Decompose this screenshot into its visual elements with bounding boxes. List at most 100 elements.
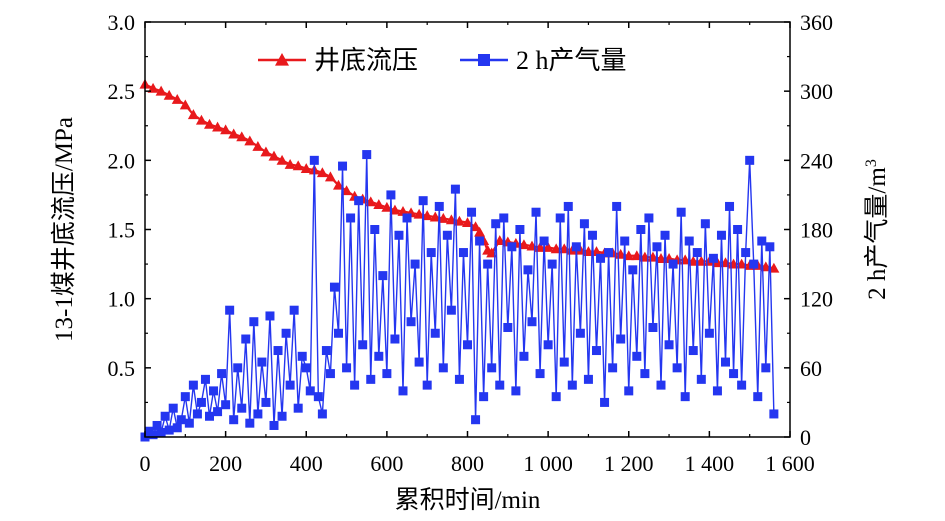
data-point: [188, 380, 198, 390]
data-point: [317, 409, 327, 419]
data-point: [437, 212, 449, 223]
data-point: [761, 363, 771, 373]
data-point: [745, 155, 755, 165]
data-point: [225, 305, 235, 315]
data-point: [187, 109, 199, 120]
data-point: [446, 305, 456, 315]
data-point: [600, 397, 610, 407]
data-point: [220, 124, 232, 135]
data-point: [628, 265, 638, 275]
data-point: [648, 322, 658, 332]
x-tick-label: 1 400: [685, 451, 735, 476]
data-point: [410, 259, 420, 269]
data-point: [155, 85, 167, 96]
data-point: [688, 346, 698, 356]
data-point: [542, 241, 554, 252]
data-point: [515, 225, 525, 234]
data-point: [180, 392, 190, 402]
data-point: [470, 221, 482, 232]
data-point: [579, 219, 589, 229]
data-point: [213, 407, 223, 417]
plot-frame: [144, 21, 791, 438]
data-point: [656, 380, 666, 390]
legend-item-bottomhole-pressure: 井底流压: [258, 46, 418, 75]
data-point: [414, 357, 424, 367]
x-axis-title: 累积时间/min: [395, 486, 541, 514]
y-right-axis-title-text: 2 h产气量/m: [863, 167, 891, 300]
data-point: [733, 225, 743, 234]
data-point: [176, 415, 186, 425]
data-point: [237, 403, 247, 413]
data-point: [503, 322, 513, 332]
data-point: [543, 340, 553, 350]
data-point: [289, 305, 299, 315]
data-point: [495, 380, 505, 390]
data-point: [406, 317, 416, 327]
data-point: [692, 248, 702, 258]
data-point: [241, 334, 251, 344]
data-point: [292, 160, 304, 171]
data-point: [148, 430, 158, 440]
axes-layer: 0 200 400 600 800 1 000 1 200 1 400 1 6000.51.01…: [50, 10, 891, 514]
data-point: [563, 201, 573, 211]
data-point: [394, 230, 404, 240]
data-point: [309, 155, 319, 165]
data-point: [253, 409, 263, 419]
data-point: [277, 411, 287, 421]
data-point: [518, 239, 530, 250]
data-point: [370, 225, 380, 234]
data-point: [196, 397, 206, 407]
x-tick-label: 1 200: [604, 451, 654, 476]
data-point: [716, 230, 726, 240]
x-tick-label: 1 000: [523, 451, 573, 476]
data-point: [721, 357, 730, 367]
data-point: [442, 230, 452, 240]
data-point: [596, 253, 606, 263]
data-point: [422, 380, 432, 390]
data-point: [229, 415, 239, 425]
data-point: [390, 334, 400, 344]
data-point: [212, 121, 224, 132]
data-point: [281, 328, 291, 338]
y-left-tick-label: 1.0: [108, 287, 136, 312]
data-point: [704, 328, 714, 338]
data-point: [386, 190, 396, 200]
data-point: [300, 163, 312, 174]
x-tick-label: 0: [140, 451, 151, 476]
data-point: [676, 207, 686, 217]
data-point: [244, 135, 256, 146]
data-point: [350, 380, 360, 390]
data-point: [612, 201, 622, 211]
data-point: [366, 374, 376, 384]
data-point: [571, 242, 581, 252]
data-point: [463, 340, 472, 350]
data-point: [147, 82, 159, 93]
data-point: [217, 369, 227, 379]
y-left-tick-label: 2.0: [108, 148, 136, 173]
data-point: [429, 211, 441, 222]
data-point: [297, 351, 307, 361]
data-point: [341, 185, 353, 196]
data-point: [712, 386, 722, 396]
data-point: [741, 248, 751, 258]
data-point: [624, 386, 634, 396]
data-point: [567, 380, 577, 390]
y-left-axis-title: 13-1煤井底流压/MPa: [50, 117, 78, 342]
data-point: [397, 206, 409, 216]
data-point: [547, 259, 557, 269]
series-line: [144, 154, 775, 438]
data-point: [284, 158, 296, 169]
data-point: [462, 217, 473, 227]
data-point: [531, 207, 541, 217]
data-point: [374, 351, 384, 361]
data-point: [301, 363, 311, 373]
data-point: [362, 150, 372, 160]
data-point: [487, 363, 497, 373]
data-point: [205, 411, 214, 421]
series-layer: [139, 78, 780, 442]
y-right-tick-label: 240: [800, 148, 833, 173]
data-point: [233, 363, 243, 373]
data-point: [483, 259, 493, 269]
data-point: [285, 380, 295, 390]
